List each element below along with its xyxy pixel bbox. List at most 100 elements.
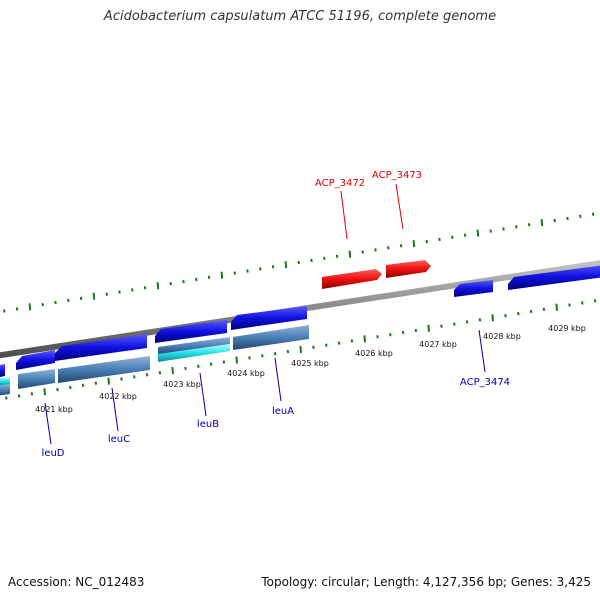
minor-tick [273, 351, 277, 356]
gene-leuB-feature[interactable] [155, 320, 227, 343]
minor-tick [5, 396, 8, 400]
major-tick [107, 377, 110, 385]
minor-tick [145, 373, 149, 377]
major-tick [43, 388, 46, 396]
minor-tick [579, 214, 582, 218]
minor-tick [389, 332, 392, 337]
minor-tick [133, 375, 136, 379]
major-tick [284, 261, 288, 269]
major-tick [476, 229, 480, 237]
kbp-tick-label: 4027 kbp [419, 340, 457, 349]
gene-leuB-leader [199, 372, 207, 417]
gene-ACP_3472-leader [340, 190, 348, 240]
cds-row-segment[interactable] [58, 356, 150, 383]
gene-leuA-feature[interactable] [231, 306, 307, 330]
major-tick [412, 240, 416, 248]
major-tick [171, 366, 174, 375]
minor-tick [105, 292, 108, 296]
outer-tick-ring [3, 212, 595, 313]
minor-tick [515, 225, 518, 229]
gene-offscreen-left-feature[interactable] [0, 364, 5, 378]
minor-tick [399, 244, 403, 248]
gene-label-ACP_3473[interactable]: ACP_3473 [372, 170, 422, 181]
minor-tick [15, 307, 19, 311]
gene-unlabeled-feature[interactable] [508, 263, 600, 290]
minor-tick [568, 303, 571, 307]
minor-tick [67, 298, 70, 303]
gene-ACP_3473-leader [395, 183, 404, 230]
minor-tick [30, 392, 34, 396]
minor-tick [376, 335, 379, 339]
major-tick [299, 345, 302, 354]
minor-tick [312, 345, 315, 350]
minor-tick [120, 377, 123, 381]
major-tick [363, 335, 366, 343]
minor-tick [184, 366, 187, 371]
gene-leuD-leader [44, 402, 52, 445]
gene-label-leuD[interactable]: leuD [42, 448, 65, 459]
minor-tick [361, 250, 364, 254]
cds-row-segment[interactable] [158, 337, 230, 355]
minor-tick [310, 258, 313, 263]
gene-label-leuC[interactable]: leuC [108, 434, 130, 445]
minor-tick [504, 313, 507, 318]
gene-leuC-feature[interactable] [55, 334, 147, 361]
minor-tick [553, 218, 556, 223]
minor-tick [529, 309, 533, 314]
gene-ACP_3472-feature[interactable] [322, 269, 382, 289]
minor-tick [438, 237, 441, 242]
kbp-tick-label: 4021 kbp [35, 405, 73, 414]
minor-tick [502, 227, 505, 231]
minor-tick [182, 279, 185, 284]
minor-tick [195, 277, 198, 282]
minor-tick [261, 354, 264, 358]
minor-tick [118, 290, 121, 294]
kbp-tick-label: 4029 kbp [548, 324, 586, 333]
minor-tick [79, 296, 83, 301]
minor-tick [209, 362, 213, 366]
minor-tick [222, 360, 226, 364]
gene-label-leuA[interactable]: leuA [272, 406, 294, 417]
major-tick [28, 303, 32, 311]
minor-tick [463, 233, 467, 237]
minor-tick [478, 318, 482, 322]
gene-label-leuB[interactable]: leuB [197, 419, 219, 430]
minor-tick [517, 311, 520, 316]
minor-tick [233, 271, 236, 275]
minor-tick [158, 370, 162, 375]
gene-leuC-leader [111, 387, 119, 432]
kbp-tick-label: 4023 kbp [163, 380, 201, 389]
gene-label-ACP_3472[interactable]: ACP_3472 [315, 178, 365, 189]
minor-tick [581, 301, 584, 305]
rna-row-segment[interactable] [0, 377, 10, 386]
major-tick [540, 219, 544, 227]
minor-tick [81, 383, 85, 388]
minor-tick [425, 239, 428, 244]
minor-tick [286, 349, 290, 354]
minor-tick [566, 216, 569, 221]
gene-ACP_3474-feature[interactable] [454, 280, 493, 297]
rna-row-segment[interactable] [158, 344, 230, 362]
minor-tick [17, 394, 21, 398]
major-tick [156, 282, 160, 290]
gene-leuD-feature[interactable] [16, 350, 55, 370]
cds-row-segment[interactable] [0, 384, 10, 396]
minor-tick [323, 256, 326, 261]
major-tick [92, 292, 96, 300]
minor-tick [414, 328, 418, 333]
minor-tick [451, 235, 454, 240]
minor-tick [3, 309, 6, 313]
minor-tick [169, 281, 172, 286]
minor-tick [350, 339, 354, 343]
minor-tick [335, 254, 339, 258]
major-tick [491, 314, 494, 322]
cds-row-segment[interactable] [233, 325, 309, 350]
cds-row-segment[interactable] [18, 369, 55, 389]
minor-tick [527, 223, 531, 227]
gene-ACP_3473-feature[interactable] [386, 260, 431, 278]
major-tick [348, 250, 352, 258]
gene-label-ACP_3474[interactable]: ACP_3474 [460, 377, 510, 388]
minor-tick [143, 286, 147, 290]
minor-tick [440, 324, 443, 328]
